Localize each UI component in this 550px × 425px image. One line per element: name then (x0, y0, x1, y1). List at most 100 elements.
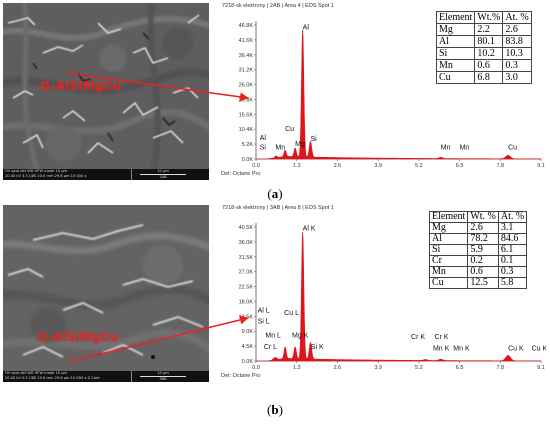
table-cell: Mg (428, 222, 469, 234)
table-cell: Mn (428, 266, 469, 278)
table-header-row: Element Wt.% At. % (435, 11, 532, 24)
table-cell: Al (428, 233, 469, 245)
b-peak-label: Si L (258, 318, 270, 325)
table-header-cell: At. % (502, 11, 532, 24)
table-cell: Cr (428, 255, 469, 267)
a-peak-point (294, 149, 296, 152)
sem-info-row1-a: HV spot det WD HFW mode 10 µm (5, 169, 68, 173)
b-peak-label: Cr K (411, 334, 425, 341)
table-cell: 0.6 (474, 59, 504, 72)
table-cell: Al (435, 35, 476, 48)
table-header-cell: Wt.% (474, 11, 504, 24)
a-peak-point (440, 157, 442, 159)
a-peak-point (275, 156, 277, 158)
sem-image-id-a: 2AB (159, 175, 167, 179)
a-spectrum-series (256, 30, 542, 160)
b-peak-point (507, 355, 509, 357)
b-peak-label: Cr K (435, 334, 449, 341)
table-cell: 2.6 (502, 23, 532, 36)
b-y-tick-label: 36.0K (239, 240, 254, 246)
b-y-tick-label: 4.5K (242, 344, 254, 350)
b-peak-label: Si K (311, 344, 324, 351)
a-peak-label: Al (260, 135, 267, 142)
b-y-tick-label: 40.5K (239, 225, 254, 231)
sem-micrograph-b (3, 205, 209, 371)
table-cell: Mg (435, 23, 476, 36)
table-cell: 2.2 (474, 23, 504, 36)
panel-b: HV spot det WD HFW mode 10 µm 20.00 kV 5… (0, 200, 550, 405)
table-header-cell: Wt. % (467, 211, 499, 223)
table-row: Si 5.9 6.1 (428, 244, 528, 256)
table-cell: 6.1 (497, 244, 528, 256)
a-peak-label: Mg (295, 141, 305, 148)
table-row: Cu 12.5 5.8 (428, 277, 528, 289)
caption-a-letter: a (271, 186, 279, 201)
table-cell: 0.1 (497, 255, 528, 267)
b-y-tick-label: 18.0K (239, 299, 254, 305)
b-peak-point (294, 348, 296, 350)
b-peak-label: Mn K (453, 345, 470, 352)
b-peak-label: Cr L (264, 344, 277, 351)
b-y-tick-label: 22.5K (239, 285, 254, 291)
b-y-tick-label: 31.5K (239, 255, 254, 261)
table-cell: 78.2 (467, 233, 499, 245)
a-peak-label: Mn (275, 145, 285, 152)
sem-info-bar-a: HV spot det WD HFW mode 10 µm 20.00 kV 5… (3, 169, 209, 180)
b-x-tick-label: 2.6 (334, 365, 342, 371)
scale-line-b (140, 376, 186, 377)
b-x-tick-label: 0.0 (252, 365, 260, 371)
b-x-tick-label: 5.2 (415, 365, 423, 371)
sem-info-row2-a: 20.00 kV 5.5 CBS 10.0 mm 29.6 µm 10 000 … (5, 174, 87, 178)
composition-table-b: Element Wt. % At. % Mg 2.6 3.1 Al 78.2 84.6 Si 5.9… (428, 211, 528, 289)
a-x-tick-label: 1.3 (293, 163, 301, 169)
table-header-cell: At. % (497, 211, 528, 223)
b-peak-point (424, 359, 427, 361)
table-header-cell: Element (435, 11, 476, 24)
a-peak-point (284, 152, 286, 154)
table-cell: 5.8 (497, 277, 528, 289)
table-cell: 84.6 (497, 233, 528, 245)
scale-label-a: 10 µm (157, 169, 169, 173)
a-x-tick-label: 9.1 (537, 163, 545, 169)
table-cell: Cu (428, 277, 469, 289)
table-cell: Si (435, 47, 476, 60)
eds-title-a: 7218-sk elektrony | 2AB | Area 4 | EDS S… (222, 3, 334, 9)
caption-b-letter: b (271, 402, 279, 417)
b-peak-label: Al L (258, 308, 270, 315)
sem-info-row1-b: HV spot det WD HFW mode 10 µm (5, 371, 68, 375)
caption-a: (a) (267, 186, 283, 201)
a-y-tick-label: 0.0K (242, 157, 254, 163)
a-peak-label: Al (303, 25, 310, 32)
b-x-tick-label: 9.1 (537, 365, 545, 371)
table-cell: 0.6 (467, 266, 499, 278)
b-y-tick-label: 9.0K (242, 329, 254, 335)
table-row: Mn 0.6 0.3 (435, 59, 532, 72)
b-peak-label: Cu K (532, 345, 546, 352)
a-peak-label: Cu (285, 126, 294, 133)
sem-info-bar-b: HV spot det WD HFW mode 10 µm 20.00 kV 5… (3, 371, 209, 382)
b-x-tick-label: 1.3 (293, 365, 301, 371)
table-row: Cr 0.2 0.1 (428, 255, 528, 267)
b-peak-point (284, 348, 286, 351)
table-row: Si 10.2 10.3 (435, 47, 532, 60)
b-peak-point (440, 359, 442, 361)
b-peak-label: Mg K (292, 332, 309, 339)
panel-a: HV spot det WD HFW mode 10 µm 20.00 kV 5… (0, 0, 550, 200)
a-peak-label: Si (260, 145, 267, 152)
a-y-tick-label: 26.0K (239, 83, 254, 89)
a-x-tick-label: 2.6 (334, 163, 342, 169)
table-row: Cu 6.8 3.0 (435, 71, 532, 84)
b-spectrum-series (256, 232, 542, 362)
b-peak-label: Cu K (508, 345, 524, 352)
b-x-tick-label: 7.8 (496, 365, 504, 371)
table-cell: 2.6 (467, 222, 499, 234)
b-x-tick-label: 3.9 (374, 365, 382, 371)
sem-image-id-b: 3BB (159, 377, 167, 381)
sem-info-row2-b: 20.00 kV 5.5 CBS 10.0 mm 29.6 µm 10 000 … (5, 376, 100, 380)
scale-bar-b: 10 µm 3BB (131, 371, 194, 382)
b-x-tick-label: 6.5 (456, 365, 464, 371)
table-row: Mg 2.6 3.1 (428, 222, 528, 234)
table-cell: 0.3 (497, 266, 528, 278)
table-header-row: Element Wt. % At. % (428, 211, 528, 223)
table-cell: 5.9 (467, 244, 499, 256)
